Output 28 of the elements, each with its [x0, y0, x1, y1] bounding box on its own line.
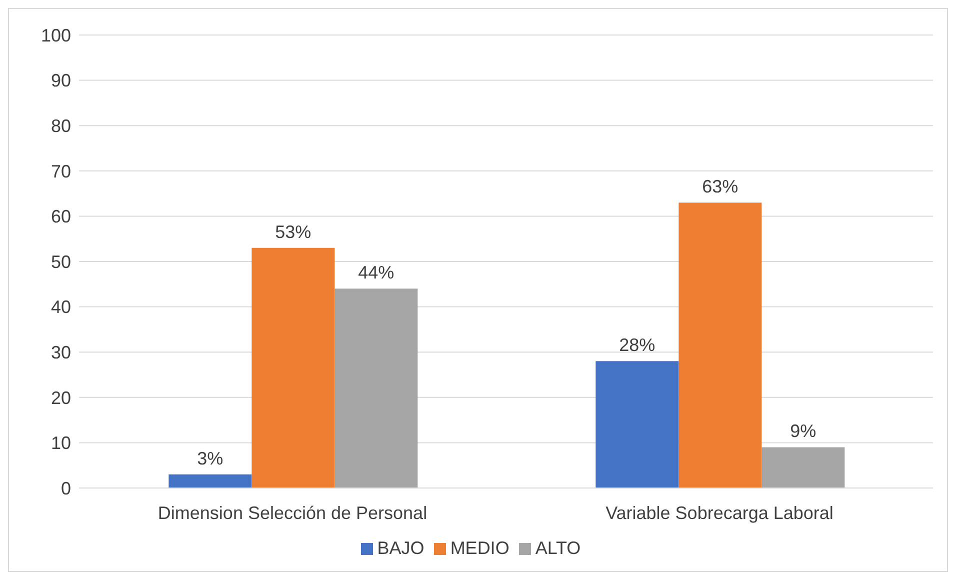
data-label: 28% [619, 335, 656, 356]
data-label: 3% [197, 448, 224, 468]
data-label: 44% [358, 262, 394, 283]
y-tick-label: 90 [50, 70, 71, 91]
x-tick-label: Variable Sobrecarga Laboral [606, 502, 834, 523]
bar [252, 248, 335, 488]
legend-label: BAJO [377, 538, 424, 558]
y-tick-label: 60 [50, 206, 71, 227]
bar [596, 361, 679, 488]
data-label: 9% [790, 421, 816, 442]
bar [762, 447, 845, 488]
y-tick-label: 40 [50, 297, 71, 318]
y-tick-label: 10 [50, 433, 71, 454]
legend-label: ALTO [535, 538, 581, 558]
bar [168, 474, 252, 488]
data-label: 53% [275, 222, 312, 242]
y-tick-label: 70 [50, 161, 71, 182]
y-tick-label: 80 [50, 116, 71, 136]
y-tick-label: 20 [50, 388, 71, 408]
bar [334, 288, 418, 488]
y-tick-label: 50 [50, 252, 71, 272]
y-tick-label: 0 [60, 478, 71, 498]
data-label: 63% [702, 176, 738, 197]
legend-label: MEDIO [450, 538, 510, 558]
y-tick-label: 100 [40, 25, 71, 46]
bar [678, 202, 762, 488]
y-tick-label: 30 [50, 342, 71, 362]
x-tick-label: Dimension Selección de Personal [158, 502, 428, 523]
